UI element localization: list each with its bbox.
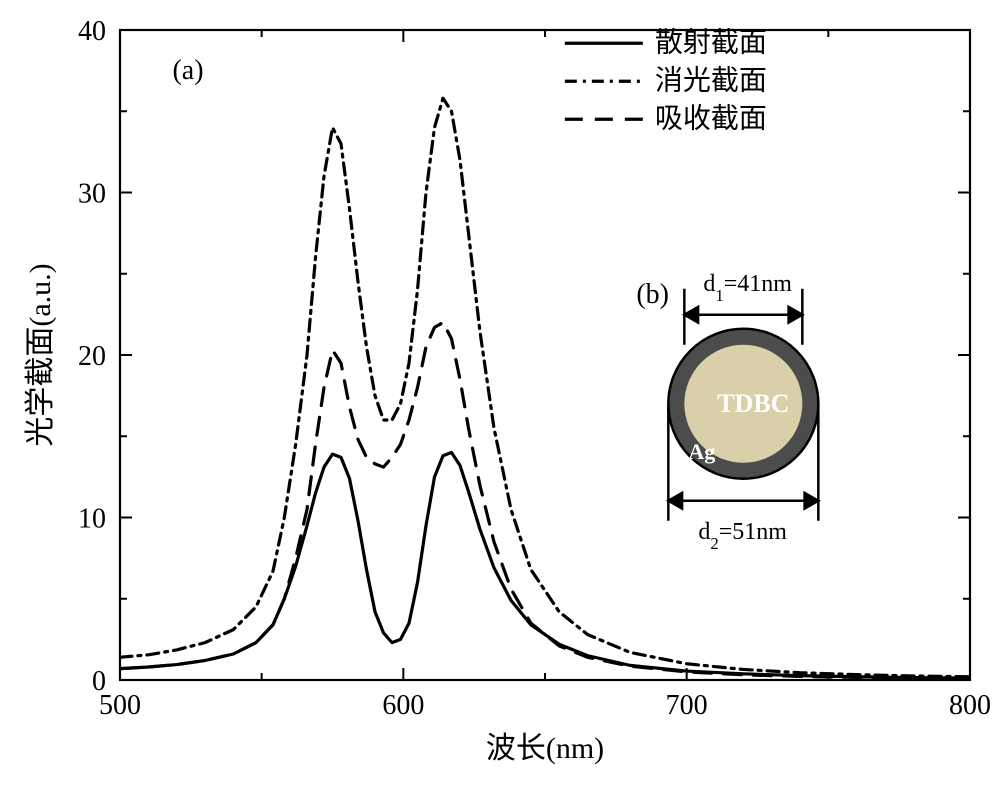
svg-text:10: 10 [78, 504, 106, 535]
panel-label-b: (b) [636, 279, 669, 310]
svg-text:40: 40 [78, 16, 106, 47]
svg-text:20: 20 [78, 341, 106, 372]
svg-text:30: 30 [78, 179, 106, 210]
legend-label: 吸收截面 [655, 102, 767, 134]
figure-svg: 500600700800010203040波长(nm)光学截面(a.u.)(a)… [0, 0, 1000, 801]
y-axis-label: 光学截面(a.u.) [24, 263, 57, 446]
shell-label: Ag [688, 439, 715, 464]
legend-label: 消光截面 [655, 64, 767, 96]
figure-container: { "canvas": { "width": 1000, "height": 8… [0, 0, 1000, 801]
svg-text:0: 0 [92, 666, 106, 697]
panel-label-a: (a) [172, 55, 203, 86]
core-label: TDBC [717, 389, 789, 418]
legend-label: 散射截面 [655, 26, 767, 58]
svg-text:800: 800 [949, 690, 991, 721]
x-axis-label: 波长(nm) [486, 732, 604, 765]
svg-text:700: 700 [666, 690, 708, 721]
svg-text:600: 600 [382, 690, 424, 721]
